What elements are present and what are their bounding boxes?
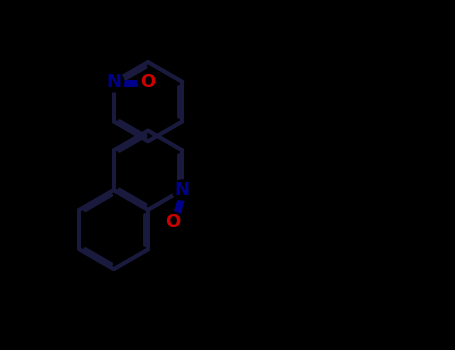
- Text: O: O: [140, 73, 156, 91]
- Text: N: N: [106, 73, 121, 91]
- Circle shape: [163, 212, 183, 232]
- Text: N: N: [175, 181, 190, 199]
- Circle shape: [172, 180, 192, 200]
- Text: O: O: [166, 213, 181, 231]
- Circle shape: [138, 72, 158, 92]
- Circle shape: [104, 72, 124, 92]
